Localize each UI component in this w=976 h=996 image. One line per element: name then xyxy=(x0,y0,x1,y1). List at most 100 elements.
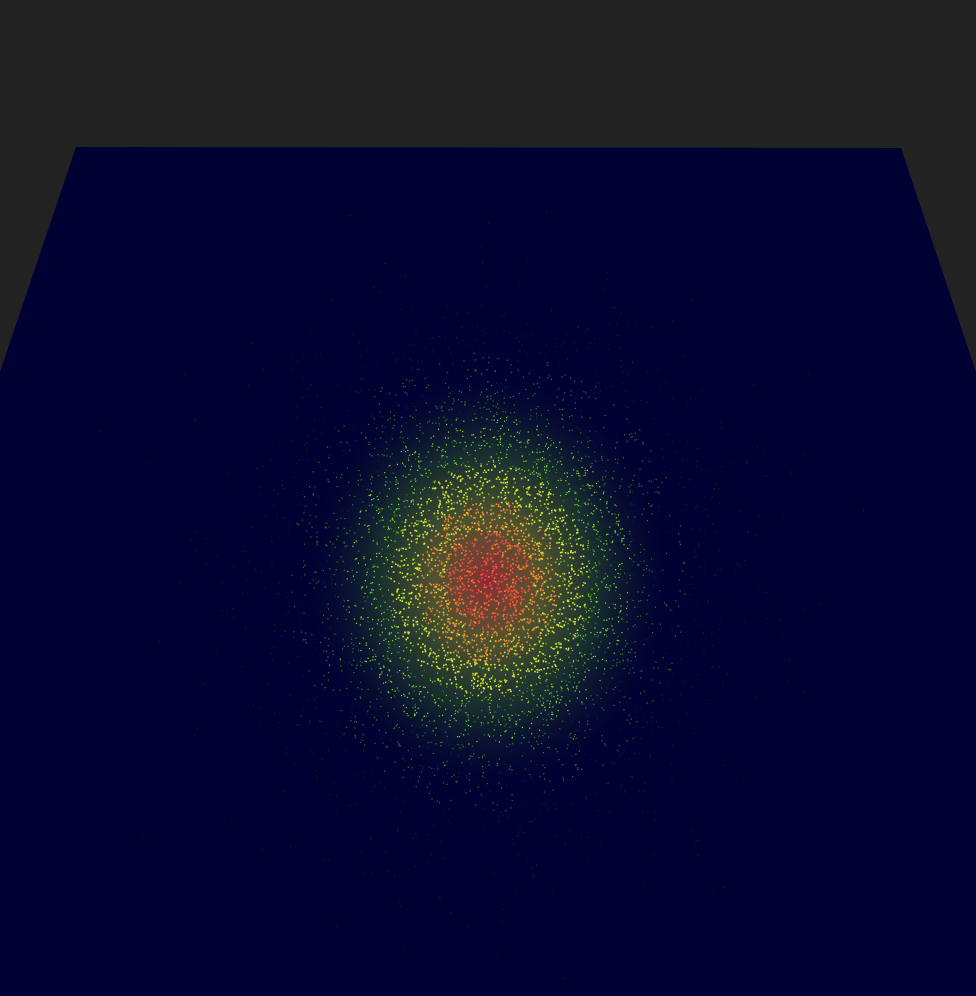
particle xyxy=(398,637,400,639)
particle xyxy=(412,837,414,839)
particle xyxy=(635,716,637,718)
particle xyxy=(523,618,526,621)
particle xyxy=(459,500,461,502)
particle xyxy=(270,652,272,654)
particle xyxy=(526,618,529,620)
particle xyxy=(564,578,566,581)
particle xyxy=(387,715,389,717)
particle xyxy=(571,721,574,723)
particle xyxy=(570,732,572,735)
particle xyxy=(390,739,392,741)
particle xyxy=(515,490,517,492)
particle xyxy=(517,628,520,631)
particle xyxy=(671,662,673,664)
particle xyxy=(544,706,546,708)
particle xyxy=(361,498,363,500)
particle xyxy=(404,675,406,677)
particle xyxy=(548,523,550,525)
particle xyxy=(376,566,378,568)
particle xyxy=(310,749,312,751)
particle xyxy=(680,631,682,633)
particle xyxy=(400,597,403,599)
particle xyxy=(492,461,494,463)
particle xyxy=(470,515,473,517)
particle xyxy=(422,489,424,491)
particle xyxy=(390,680,392,682)
particle xyxy=(541,803,543,805)
particle xyxy=(335,426,337,429)
particle xyxy=(545,616,548,618)
particle xyxy=(274,630,276,632)
particle xyxy=(569,582,572,585)
particle xyxy=(408,606,410,609)
particle xyxy=(441,455,443,457)
particle xyxy=(536,613,539,616)
particle xyxy=(194,419,196,421)
particle xyxy=(497,403,499,405)
particle xyxy=(455,548,457,550)
particle xyxy=(403,693,405,695)
particle xyxy=(531,333,533,335)
particle xyxy=(503,498,506,500)
particle xyxy=(517,515,520,517)
particle xyxy=(539,477,542,479)
particle xyxy=(445,382,447,384)
particle xyxy=(371,504,373,506)
particle xyxy=(416,576,419,578)
particle xyxy=(550,692,552,694)
particle xyxy=(442,690,444,693)
particle xyxy=(417,606,419,608)
particle xyxy=(480,691,483,694)
particle xyxy=(455,720,457,722)
particle xyxy=(447,463,449,465)
particle xyxy=(518,639,520,641)
particle xyxy=(488,357,490,359)
particle xyxy=(513,695,515,697)
particle xyxy=(441,450,443,452)
particle xyxy=(583,737,585,739)
particle xyxy=(531,867,534,869)
particle xyxy=(513,509,516,511)
particle xyxy=(385,850,387,852)
particle xyxy=(416,520,418,522)
particle xyxy=(601,658,603,660)
particle xyxy=(477,588,480,591)
particle xyxy=(592,513,594,515)
particle xyxy=(586,483,589,485)
particle xyxy=(530,760,532,762)
particle xyxy=(498,721,500,723)
particle xyxy=(444,564,446,567)
particle xyxy=(703,495,705,497)
particle xyxy=(358,649,360,651)
particle xyxy=(572,686,574,688)
particle xyxy=(370,634,372,636)
particle xyxy=(682,458,684,460)
particle xyxy=(512,586,515,588)
particle xyxy=(398,498,400,500)
particle xyxy=(259,493,261,495)
particle xyxy=(621,539,623,541)
particle xyxy=(523,752,525,754)
particle xyxy=(469,389,471,391)
particle xyxy=(440,683,442,685)
particle xyxy=(526,641,528,643)
particle xyxy=(498,741,500,743)
particle xyxy=(504,313,506,315)
particle xyxy=(547,667,549,669)
particle xyxy=(428,631,431,634)
particle xyxy=(619,612,621,614)
particle xyxy=(402,449,404,451)
particle xyxy=(571,429,573,431)
particle xyxy=(281,484,283,486)
particle xyxy=(447,501,450,503)
particle xyxy=(620,785,622,787)
particle xyxy=(507,591,509,593)
particle xyxy=(788,658,790,660)
particle xyxy=(403,650,405,652)
particle xyxy=(474,570,476,573)
particle xyxy=(652,584,654,587)
particle xyxy=(435,655,438,658)
particle xyxy=(563,500,565,502)
